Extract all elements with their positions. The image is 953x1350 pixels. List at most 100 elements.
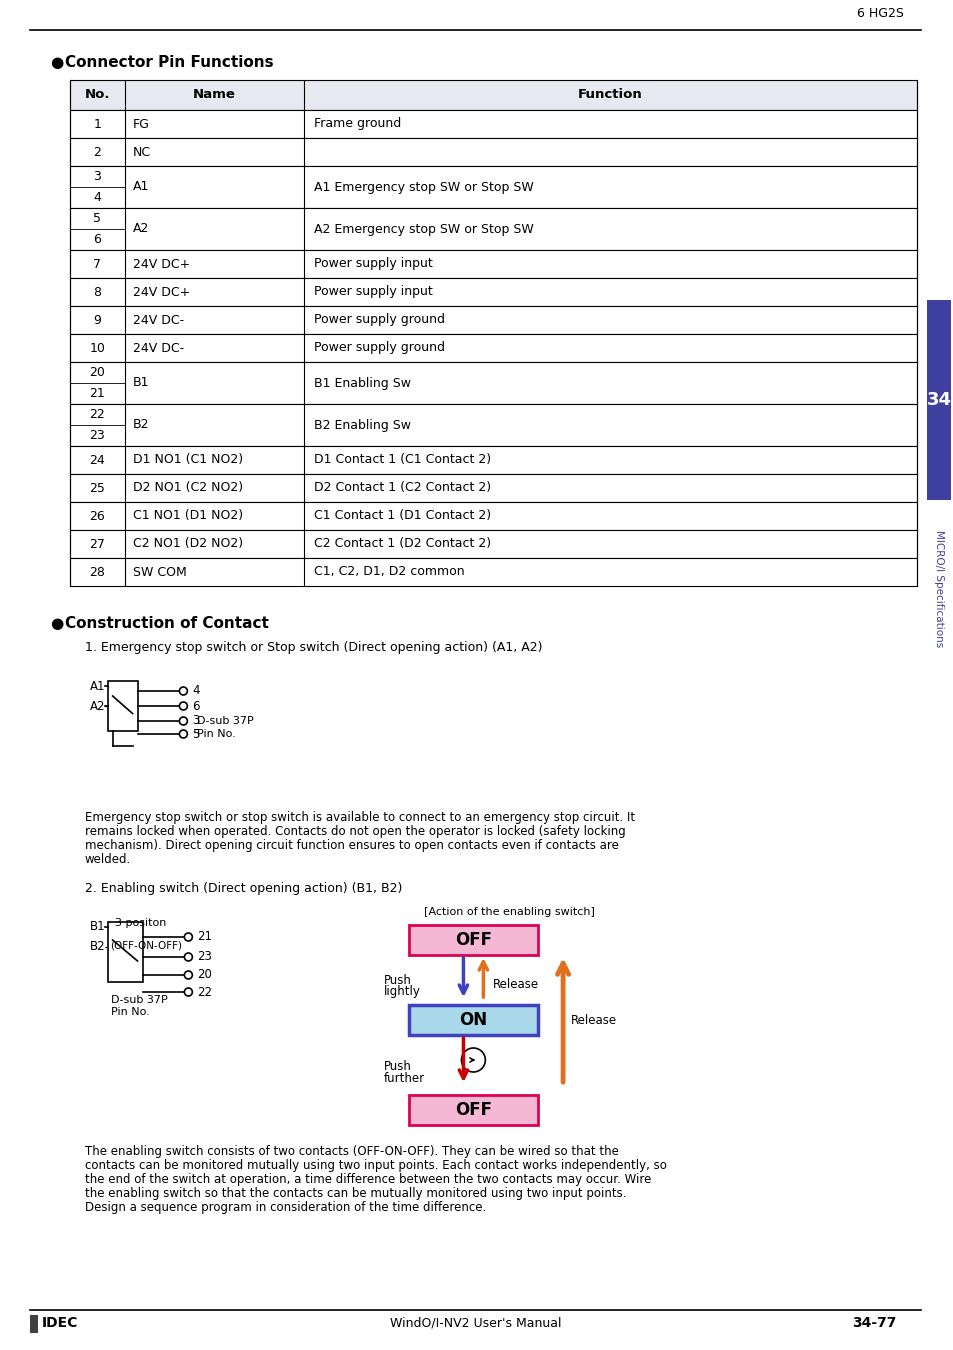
Text: Emergency stop switch or stop switch is available to connect to an emergency sto: Emergency stop switch or stop switch is … bbox=[85, 811, 634, 824]
Text: 24V DC+: 24V DC+ bbox=[132, 258, 190, 270]
Bar bbox=[70, 250, 916, 278]
Text: C1 NO1 (D1 NO2): C1 NO1 (D1 NO2) bbox=[132, 509, 242, 522]
Text: B2 Enabling Sw: B2 Enabling Sw bbox=[314, 418, 411, 432]
Text: The enabling switch consists of two contacts (OFF-ON-OFF). They can be wired so : The enabling switch consists of two cont… bbox=[85, 1145, 618, 1158]
Text: 1: 1 bbox=[93, 117, 101, 131]
Text: Frame ground: Frame ground bbox=[314, 117, 401, 131]
Text: welded.: welded. bbox=[85, 853, 131, 865]
Circle shape bbox=[184, 971, 193, 979]
Text: OFF: OFF bbox=[455, 931, 492, 949]
Text: 2: 2 bbox=[93, 146, 101, 158]
Text: Construction of Contact: Construction of Contact bbox=[65, 616, 269, 630]
Text: A1: A1 bbox=[132, 181, 149, 193]
Text: lightly: lightly bbox=[383, 986, 420, 999]
Text: 10: 10 bbox=[90, 342, 105, 355]
Text: 24V DC-: 24V DC- bbox=[132, 313, 184, 327]
Text: D1 Contact 1 (C1 Contact 2): D1 Contact 1 (C1 Contact 2) bbox=[314, 454, 491, 467]
Text: 4: 4 bbox=[93, 190, 101, 204]
Text: 24V DC+: 24V DC+ bbox=[132, 285, 190, 298]
Text: mechanism). Direct opening circuit function ensures to open contacts even if con: mechanism). Direct opening circuit funct… bbox=[85, 838, 618, 852]
Bar bbox=[70, 558, 916, 586]
Text: 5: 5 bbox=[93, 212, 101, 225]
Text: ●: ● bbox=[50, 616, 63, 630]
Text: B1 Enabling Sw: B1 Enabling Sw bbox=[314, 377, 411, 390]
Text: IDEC: IDEC bbox=[42, 1316, 78, 1330]
Text: NC: NC bbox=[132, 146, 151, 158]
Text: contacts can be monitored mutually using two input points. Each contact works in: contacts can be monitored mutually using… bbox=[85, 1160, 666, 1172]
Text: 3: 3 bbox=[93, 170, 101, 184]
Text: C2 NO1 (D2 NO2): C2 NO1 (D2 NO2) bbox=[132, 537, 242, 551]
Text: B1: B1 bbox=[132, 377, 149, 390]
Text: (OFF-ON-OFF): (OFF-ON-OFF) bbox=[110, 940, 181, 950]
Bar bbox=[70, 166, 916, 208]
Bar bbox=[108, 922, 142, 981]
Text: 5: 5 bbox=[193, 728, 199, 741]
Text: No.: No. bbox=[84, 89, 110, 101]
Bar bbox=[70, 278, 916, 306]
Circle shape bbox=[184, 988, 193, 996]
Bar bbox=[70, 362, 916, 404]
Text: WindO/I-NV2 User's Manual: WindO/I-NV2 User's Manual bbox=[389, 1316, 560, 1330]
Text: 8: 8 bbox=[93, 285, 101, 298]
FancyBboxPatch shape bbox=[408, 1004, 537, 1035]
Text: Power supply ground: Power supply ground bbox=[314, 342, 444, 355]
Text: B2: B2 bbox=[90, 941, 105, 953]
Bar bbox=[70, 109, 916, 138]
Text: 6: 6 bbox=[193, 699, 199, 713]
Text: OFF: OFF bbox=[455, 1102, 492, 1119]
Text: ON: ON bbox=[458, 1011, 487, 1029]
Circle shape bbox=[184, 953, 193, 961]
Bar bbox=[30, 1315, 38, 1332]
Circle shape bbox=[179, 702, 187, 710]
Text: 9: 9 bbox=[93, 313, 101, 327]
Bar bbox=[108, 680, 137, 730]
Text: Release: Release bbox=[493, 979, 538, 991]
Text: 23: 23 bbox=[90, 429, 105, 441]
Text: 28: 28 bbox=[90, 566, 105, 579]
FancyBboxPatch shape bbox=[408, 925, 537, 954]
Text: the enabling switch so that the contacts can be mutually monitored using two inp: the enabling switch so that the contacts… bbox=[85, 1187, 625, 1200]
Circle shape bbox=[461, 1048, 485, 1072]
Bar bbox=[70, 404, 916, 446]
Text: A2: A2 bbox=[90, 699, 105, 713]
Text: 4: 4 bbox=[193, 684, 199, 698]
Text: 20: 20 bbox=[90, 366, 105, 379]
Text: 6: 6 bbox=[93, 234, 101, 246]
Text: C2 Contact 1 (D2 Contact 2): C2 Contact 1 (D2 Contact 2) bbox=[314, 537, 491, 551]
Circle shape bbox=[179, 687, 187, 695]
Text: 22: 22 bbox=[90, 408, 105, 421]
Text: Release: Release bbox=[571, 1014, 617, 1026]
Text: C1, C2, D1, D2 common: C1, C2, D1, D2 common bbox=[314, 566, 464, 579]
Text: 21: 21 bbox=[90, 387, 105, 400]
Text: 24V DC-: 24V DC- bbox=[132, 342, 184, 355]
Bar bbox=[70, 208, 916, 250]
Text: C1 Contact 1 (D1 Contact 2): C1 Contact 1 (D1 Contact 2) bbox=[314, 509, 491, 522]
Bar bbox=[70, 306, 916, 333]
Bar bbox=[70, 531, 916, 558]
Text: Connector Pin Functions: Connector Pin Functions bbox=[65, 55, 274, 70]
Text: A2: A2 bbox=[132, 223, 149, 235]
Circle shape bbox=[179, 717, 187, 725]
Text: 24: 24 bbox=[90, 454, 105, 467]
Text: 21: 21 bbox=[197, 930, 213, 944]
Text: 22: 22 bbox=[197, 986, 213, 999]
Text: 6 HG2S: 6 HG2S bbox=[856, 7, 903, 20]
Text: Pin No.: Pin No. bbox=[111, 1007, 150, 1017]
Text: 3: 3 bbox=[193, 714, 199, 728]
Text: MICRO/I Specifications: MICRO/I Specifications bbox=[933, 531, 943, 647]
Text: Name: Name bbox=[193, 89, 235, 101]
Text: 23: 23 bbox=[197, 950, 212, 964]
Text: 3 positon: 3 positon bbox=[114, 918, 166, 927]
Text: D2 NO1 (C2 NO2): D2 NO1 (C2 NO2) bbox=[132, 482, 242, 494]
Text: A1: A1 bbox=[90, 679, 105, 693]
Bar bbox=[70, 138, 916, 166]
Text: Push: Push bbox=[383, 1061, 411, 1073]
Text: 1. Emergency stop switch or Stop switch (Direct opening action) (A1, A2): 1. Emergency stop switch or Stop switch … bbox=[85, 641, 541, 653]
Bar bbox=[70, 446, 916, 474]
Text: B1: B1 bbox=[90, 921, 105, 933]
Text: 20: 20 bbox=[197, 968, 212, 981]
Text: B2: B2 bbox=[132, 418, 149, 432]
Circle shape bbox=[179, 730, 187, 738]
Text: 34-77: 34-77 bbox=[852, 1316, 896, 1330]
FancyBboxPatch shape bbox=[926, 300, 950, 500]
